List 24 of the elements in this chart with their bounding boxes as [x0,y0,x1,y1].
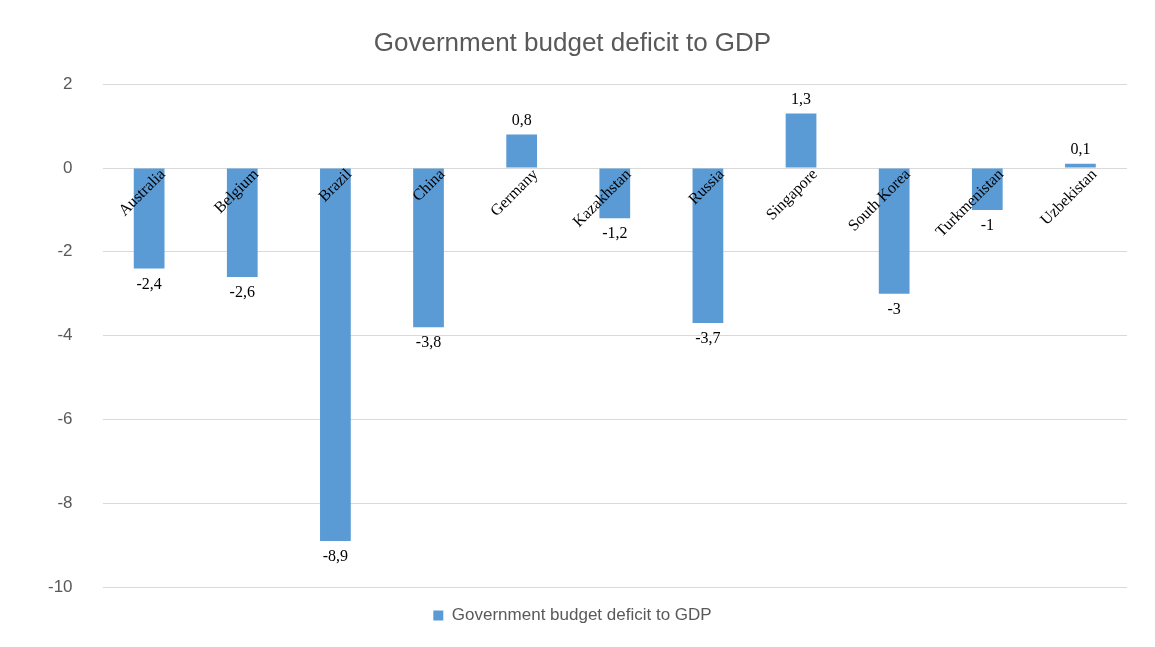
data-label: 1,3 [791,89,812,107]
data-label: -3 [887,299,901,317]
y-tick-label: 0 [63,157,73,177]
bar [506,134,538,168]
data-label: 0,8 [511,110,532,128]
chart-title: Government budget deficit to GDP [373,26,772,57]
y-tick-label: -6 [57,409,73,429]
data-label: -2,4 [136,274,162,292]
y-tick-label: -4 [57,325,73,345]
bar [785,113,817,168]
y-tick-label: -2 [57,241,73,261]
bar [320,168,351,541]
data-label: -3,8 [415,333,442,351]
bar [413,168,444,328]
legend-label: Government budget deficit to GDP [451,605,712,625]
y-tick-label: -8 [57,492,73,512]
data-label: -1,2 [602,224,628,242]
y-tick-label: 2 [63,73,73,93]
data-label: 0,1 [1070,140,1091,158]
data-label: -2,6 [229,283,255,301]
y-tick-label: -10 [47,576,73,596]
data-label: -8,9 [322,547,349,565]
data-label: -3,7 [695,329,721,347]
bar [1065,163,1096,168]
